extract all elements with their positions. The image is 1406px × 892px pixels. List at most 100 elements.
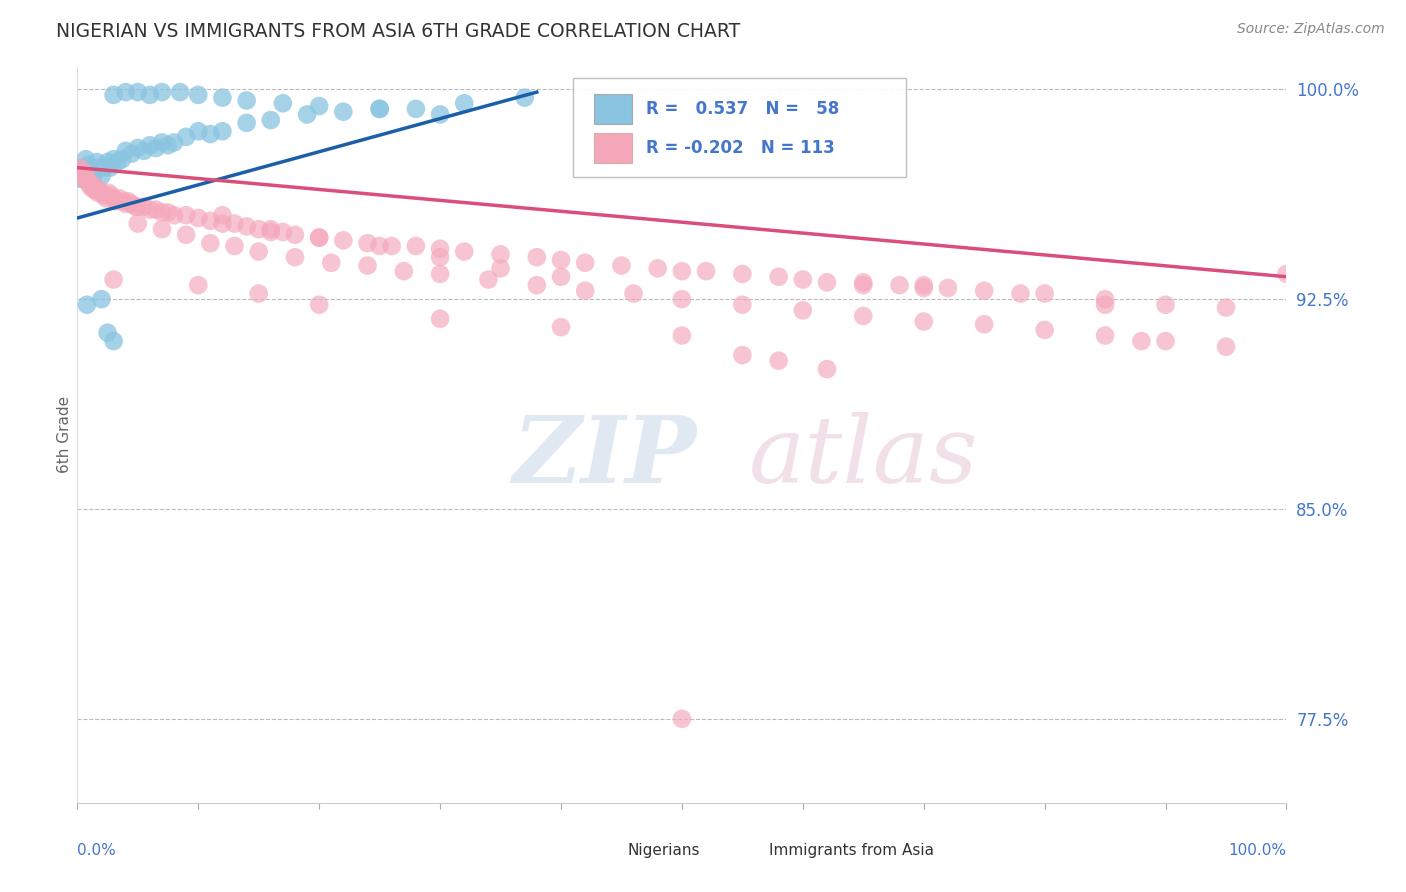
Point — [79, 180, 101, 194]
Point — [211, 91, 233, 105]
Point — [852, 278, 875, 293]
Point — [513, 91, 536, 105]
Point — [150, 85, 173, 99]
Point — [429, 107, 451, 121]
Point — [332, 104, 354, 119]
Point — [150, 205, 173, 219]
Point — [79, 171, 101, 186]
Point — [127, 85, 149, 99]
Point — [139, 87, 162, 102]
Point — [973, 318, 995, 332]
Bar — [724, 871, 751, 891]
Point — [211, 124, 233, 138]
Point — [671, 264, 693, 278]
Point — [792, 272, 814, 286]
Point — [187, 87, 209, 102]
Point — [100, 188, 122, 202]
Point — [731, 298, 754, 312]
Point — [84, 180, 107, 194]
Point — [121, 146, 143, 161]
Point — [695, 264, 717, 278]
Point — [321, 256, 343, 270]
Point — [124, 200, 146, 214]
Text: R =   0.537   N =   58: R = 0.537 N = 58 — [645, 100, 839, 118]
Point — [574, 256, 596, 270]
Point — [271, 96, 294, 111]
Point — [86, 155, 108, 169]
Point — [132, 144, 155, 158]
Point — [368, 102, 391, 116]
Point — [163, 136, 186, 150]
Point — [93, 161, 115, 175]
Text: ZIP: ZIP — [513, 412, 697, 502]
Point — [356, 259, 378, 273]
Point — [247, 286, 270, 301]
Point — [1130, 334, 1153, 348]
Point — [308, 230, 330, 244]
Point — [912, 281, 935, 295]
Point — [453, 244, 475, 259]
Point — [526, 250, 548, 264]
Point — [936, 281, 959, 295]
Bar — [593, 133, 633, 162]
Point — [550, 320, 572, 334]
Point — [72, 171, 94, 186]
Point — [405, 239, 427, 253]
Point — [381, 239, 404, 253]
Point — [139, 202, 162, 217]
Point — [235, 219, 257, 234]
Point — [1094, 328, 1116, 343]
Point — [83, 183, 105, 197]
Point — [852, 276, 875, 290]
Text: Immigrants from Asia: Immigrants from Asia — [769, 843, 934, 858]
Point — [247, 244, 270, 259]
Point — [97, 186, 120, 200]
Point — [308, 298, 330, 312]
Point — [550, 269, 572, 284]
Point — [150, 222, 173, 236]
Point — [69, 161, 91, 175]
Point — [90, 186, 112, 200]
Point — [973, 284, 995, 298]
Point — [284, 227, 307, 242]
Point — [84, 163, 107, 178]
Point — [90, 292, 112, 306]
Point — [731, 348, 754, 362]
Point — [187, 278, 209, 293]
Point — [111, 153, 134, 167]
Point — [87, 161, 110, 175]
Point — [429, 250, 451, 264]
Point — [174, 208, 197, 222]
Point — [73, 166, 96, 180]
Point — [103, 191, 125, 205]
Point — [174, 227, 197, 242]
Point — [114, 144, 136, 158]
Point — [295, 107, 318, 121]
Point — [889, 278, 911, 293]
Point — [489, 247, 512, 261]
Point — [157, 205, 180, 219]
Point — [671, 328, 693, 343]
Point — [103, 334, 125, 348]
Point — [96, 191, 118, 205]
Point — [187, 211, 209, 225]
Point — [768, 353, 790, 368]
Point — [132, 200, 155, 214]
Point — [96, 155, 118, 169]
Point — [260, 222, 283, 236]
Point — [356, 236, 378, 251]
Point — [308, 99, 330, 113]
Point — [429, 242, 451, 256]
Point — [103, 272, 125, 286]
Point — [526, 278, 548, 293]
Point — [489, 261, 512, 276]
Bar — [585, 871, 612, 891]
Text: 100.0%: 100.0% — [1229, 843, 1286, 858]
Point — [671, 292, 693, 306]
Point — [103, 153, 125, 167]
Point — [80, 178, 103, 192]
Point — [392, 264, 415, 278]
Point — [127, 217, 149, 231]
Point — [76, 169, 98, 183]
Y-axis label: 6th Grade: 6th Grade — [56, 396, 72, 474]
